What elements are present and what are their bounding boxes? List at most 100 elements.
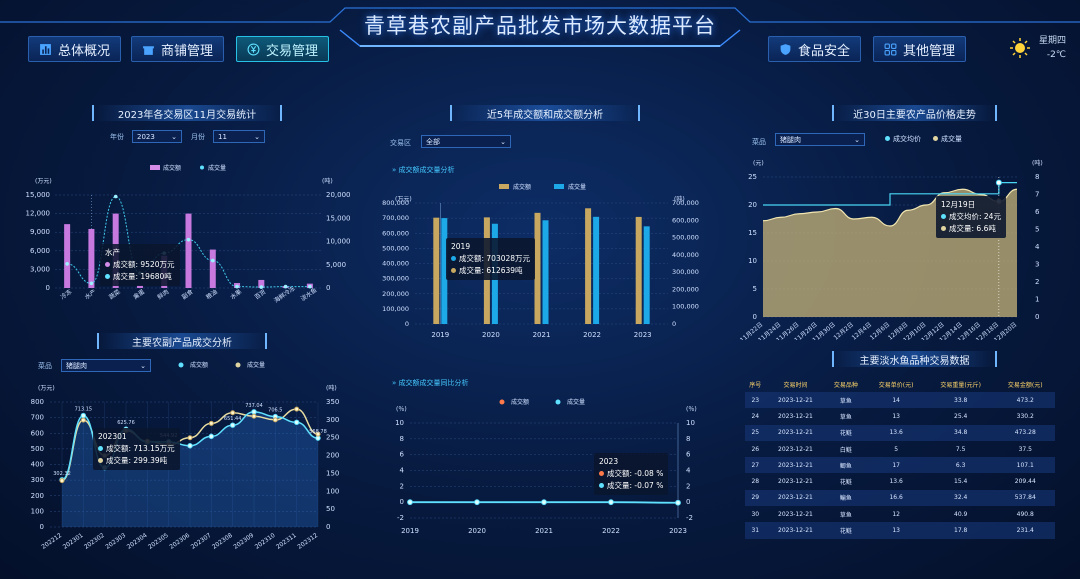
p3-bar-chart: (万元) (吨) 成交额 成交量 0 100,000 200,000 300,000 400,0… [382,183,699,339]
x-tick-label: 202305 [147,532,170,551]
y-right-tick-label: 350 [326,398,339,406]
y-right-tick-label: 5,000 [326,261,346,269]
category-select[interactable]: 猪腿肉 ⌄ [61,359,151,372]
subtitle-text: 成交额成交量分析 [398,166,455,174]
nav-overview-button[interactable]: 总体概况 [28,36,122,62]
p3-subtitle1: » 成交额成交量分析 [392,166,455,174]
table-cell: 草鱼 [825,392,867,409]
y-tick-label: 600 [31,429,44,437]
table-cell: 473.2 [995,392,1055,409]
table-row[interactable]: 30 2023-12-21 草鱼 12 40.9 490.8 [745,506,1055,522]
y-left-unit: (万元) [38,385,55,392]
table-row[interactable]: 31 2023-12-21 花鲢 13 17.8 231.4 [745,522,1055,539]
point [608,499,614,506]
x-tick-label: 蔬菜 [107,288,121,301]
x-tick-label: 2020 [468,527,486,535]
year-select[interactable]: 2023 ⌄ [132,130,182,143]
nav-label: 总体概况 [58,43,111,59]
nav-other-button[interactable]: 其他管理 [873,36,967,62]
y-tick-label: 500,000 [382,244,409,252]
column-header: 交易单价(元) [878,381,914,389]
grid-icon [884,43,897,55]
legend-swatch [554,184,564,189]
yen-coin-icon [247,43,260,55]
point [294,406,300,412]
point [293,419,300,426]
table-cell: 2023-12-21 [778,445,813,453]
y-tick-label: -2 [397,514,404,522]
y-right-tick-label: 0 [672,320,676,328]
chevron-down-icon: ⌄ [854,135,860,144]
table-cell: 2023-12-21 [778,510,813,518]
y-right-tick-label: 3 [1035,261,1039,269]
bar [433,217,440,324]
y-tick-label: 15,000 [26,191,51,199]
chevron-down-icon: ⌄ [140,361,146,370]
month-select[interactable]: 11 ⌄ [213,130,265,143]
bar [88,228,95,288]
table-header: 序号 交易时间 交易品种 交易单价(元) 交易重量(元斤) 交易金额(元) [745,376,1055,392]
point [474,499,480,506]
y-tick-label: 200,000 [382,290,409,298]
area-value: 全部 [426,137,440,146]
x-tick-label: 鲜肉 [156,288,170,301]
table-cell: 17 [866,457,926,474]
y-right-tick-label: 6 [686,451,691,459]
table-cell: 草鱼 [839,511,852,519]
x-tick-label: 202309 [232,532,255,551]
p3-subtitle2: » 成交额成交量同比分析 [392,379,469,387]
category-value: 猪腿肉 [66,361,87,370]
point [208,433,215,440]
subtitle-text: 成交额成交量同比分析 [398,379,469,387]
nav-food-safety-button[interactable]: 食品安全 [768,36,862,62]
tooltip-title: 2023 [599,457,619,466]
bar [643,226,650,324]
nav-shop-button[interactable]: 商铺管理 [131,36,225,62]
tooltip-title: 水产 [105,248,120,257]
y-right-tick-label: 10 [686,419,695,427]
x-tick-label: 202308 [211,532,234,551]
table-cell: 40.9 [954,510,968,518]
y-tick-label: 6 [400,451,405,459]
y-tick-label: 0 [753,313,757,321]
column-header: 交易金额(元) [1007,381,1043,389]
data-label: 713.15 [75,407,93,413]
tooltip-line1: 成交均价: 24元 [949,212,1001,221]
table-cell: 34.8 [925,424,996,441]
table-cell: 31 [745,522,766,539]
bar [593,216,600,324]
table-cell: 330.2 [1016,412,1034,420]
x-tick-label: 202212 [40,532,63,551]
p4-tooltip: 12月19日 成交均价: 24元 成交量: 6.6吨 [936,196,1006,238]
table-row[interactable]: 29 2023-12-21 鳊鱼 16.6 32.4 537.84 [745,489,1055,507]
y-right-tick-label: 500,000 [672,234,699,242]
table-row[interactable]: 24 2023-12-21 草鱼 13 25.4 330.2 [745,408,1055,424]
table-row[interactable]: 27 2023-12-21 鲫鱼 17 6.3 107.1 [745,457,1055,474]
legend-label: 成交量 [568,183,586,191]
table-cell: 13.6 [866,424,926,441]
series-line [67,195,310,288]
table-row[interactable]: 25 2023-12-21 花鲢 13.6 34.8 473.28 [745,424,1055,441]
area-select[interactable]: 全部 ⌄ [421,135,511,148]
p4-category-select[interactable]: 猪腿肉 ⌄ [775,133,865,146]
y-right-tick-label: 0 [686,498,690,506]
legend-dot [941,214,946,219]
x-tick-label: 粮油 [204,288,218,301]
y-right-unit: (吨) [326,384,337,392]
y-right-tick-label: 2 [686,482,690,490]
nav-trade-button[interactable]: 交易管理 [236,36,330,62]
legend-marker [555,399,561,405]
y-tick-label: 0 [40,523,44,531]
table-cell: 473.28 [995,424,1055,441]
table-row[interactable]: 28 2023-12-21 花鲢 13.6 15.4 209.44 [745,473,1055,489]
y-tick-label: 10 [748,257,757,265]
x-tick-label: 副食 [180,288,194,301]
legend-dot [599,471,604,476]
y-tick-label: 800,000 [382,199,409,207]
y-right-tick-label: 5 [1035,226,1039,234]
x-tick-label: 202302 [83,532,106,551]
table-row[interactable]: 23 2023-12-21 草鱼 14 33.8 473.2 [745,392,1055,409]
y-tick-label: 4 [400,467,405,475]
shield-icon [780,43,791,55]
table-row[interactable]: 26 2023-12-21 白鲢 5 7.5 37.5 [745,441,1055,457]
